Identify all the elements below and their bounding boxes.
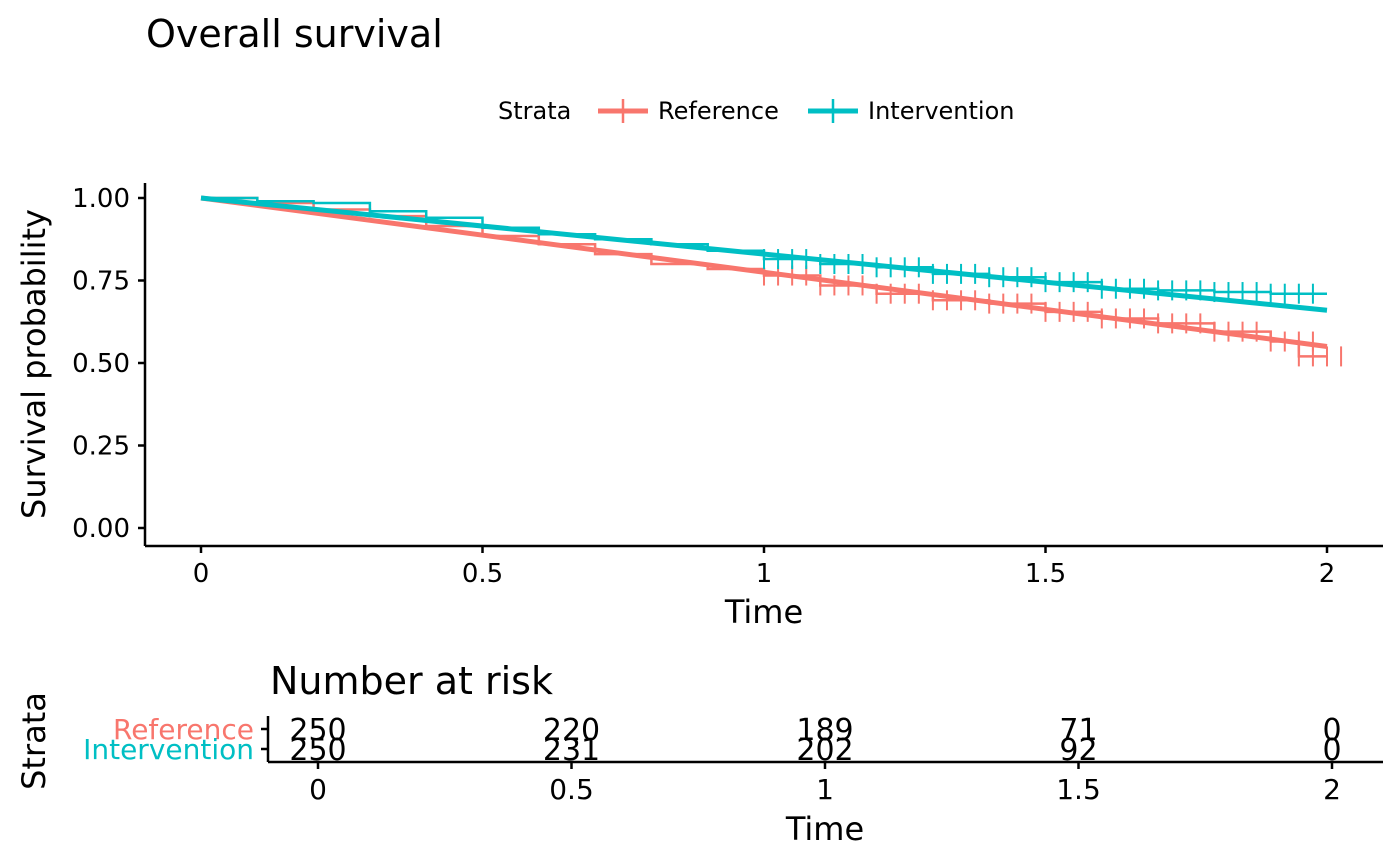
risk-cell: 220 (543, 713, 600, 748)
risk-cell: 0 (1322, 713, 1341, 748)
risk-y-axis-label: Strata (15, 692, 53, 790)
chart-title: Overall survival (146, 12, 443, 56)
x-tick-label: 1.5 (1025, 559, 1066, 589)
risk-x-tick-label: 1 (816, 773, 834, 806)
risk-x-axis-ticks: 0 0.5 1 1.5 2 (309, 762, 1341, 806)
y-tick-label: 0.75 (72, 267, 130, 297)
risk-cell: 189 (796, 713, 853, 748)
y-axis-label: Survival probability (15, 209, 53, 519)
risk-x-tick-label: 1.5 (1056, 773, 1101, 806)
risk-x-axis-label: Time (785, 810, 864, 848)
risk-cell: 0 (1322, 733, 1341, 768)
x-axis-label: Time (724, 593, 803, 631)
legend-label-reference: Reference (658, 97, 779, 125)
y-tick-label: 0.25 (72, 432, 130, 462)
legend-label-intervention: Intervention (868, 97, 1014, 125)
main-plot: 0 0.5 1 1.5 2 0.00 0.25 0.50 0.75 1.00 Time Surv… (15, 183, 1383, 631)
risk-x-tick-label: 0.5 (549, 773, 594, 806)
legend: Strata Reference Intervention (498, 97, 1014, 125)
x-tick-label: 1 (756, 559, 773, 589)
legend-title: Strata (498, 97, 571, 125)
risk-cell: 250 (289, 713, 346, 748)
x-tick-label: 0 (193, 559, 210, 589)
x-tick-label: 2 (1319, 559, 1336, 589)
risk-table-title: Number at risk (270, 659, 553, 703)
legend-items: Reference Intervention (598, 97, 1014, 125)
risk-cell: 71 (1059, 713, 1097, 748)
y-tick-label: 0.00 (72, 514, 130, 544)
x-axis-ticks: 0 0.5 1 1.5 2 (193, 546, 1336, 589)
y-tick-label: 1.00 (72, 184, 130, 214)
risk-x-tick-label: 2 (1323, 773, 1341, 806)
survival-curves (200, 195, 1343, 367)
risk-table: Number at risk Reference 250 220 189 71 0 Inte… (15, 659, 1383, 848)
risk-row-label: Reference (113, 713, 254, 746)
x-tick-label: 0.5 (462, 559, 503, 589)
risk-x-tick-label: 0 (309, 773, 327, 806)
y-axis-ticks: 0.00 0.25 0.50 0.75 1.00 (72, 184, 145, 544)
y-tick-label: 0.50 (72, 349, 130, 379)
risk-row-label: Intervention (83, 733, 254, 766)
